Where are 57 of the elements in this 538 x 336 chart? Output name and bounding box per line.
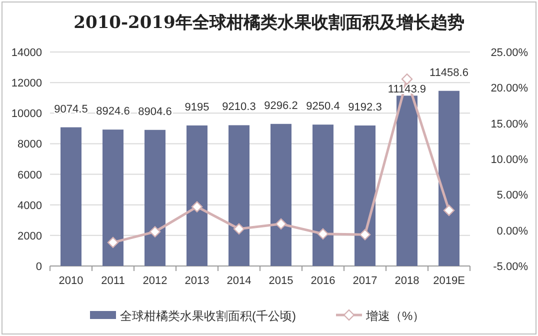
bar — [312, 124, 334, 266]
y-tick-label: 8000 — [18, 138, 42, 151]
x-tick-label: 2011 — [101, 275, 125, 287]
point — [275, 218, 287, 230]
y2-tick-label: 10.00% — [490, 154, 528, 166]
bar — [102, 130, 124, 266]
bar — [186, 125, 208, 266]
y2-tick-label: 25.00% — [490, 47, 528, 59]
x-tick-label: 2012 — [142, 275, 168, 287]
data-label: 9250.4 — [306, 100, 340, 113]
data-label: 11458.6 — [430, 66, 468, 79]
chart-title: 2010-2019年全球柑橘类水果收割面积及增长趋势 — [74, 13, 464, 33]
y2-tick-label: 0.00% — [496, 225, 528, 238]
y2-tick-label: -5.00% — [493, 261, 528, 273]
legend-label: 增速（%） — [365, 309, 425, 323]
y-tick-label: 12000 — [11, 78, 42, 90]
y-tick-label: 4000 — [18, 200, 42, 212]
y-tick-label: 0 — [36, 261, 42, 273]
legend-label: 全球柑橘类水果收割面积(千公顷) — [120, 309, 296, 323]
x-tick-label: 2019E — [433, 275, 465, 287]
point — [149, 226, 161, 238]
point — [359, 229, 371, 240]
y-tick-label: 10000 — [11, 108, 42, 120]
bar — [144, 130, 166, 266]
bar — [354, 125, 376, 266]
y2-tick-label: 5.00% — [496, 190, 528, 202]
point — [107, 236, 119, 248]
bar — [396, 96, 418, 266]
y-tick-label: 14000 — [11, 47, 42, 59]
point — [191, 201, 203, 212]
data-label: 9210.3 — [222, 101, 256, 114]
data-label: 9192.3 — [348, 101, 382, 114]
x-tick-label: 2016 — [310, 275, 336, 287]
point — [233, 223, 245, 235]
x-tick-label: 2018 — [394, 275, 420, 287]
bar — [60, 127, 82, 266]
point — [317, 228, 329, 240]
y2-tick-label: 20.00% — [490, 82, 528, 95]
point — [401, 74, 413, 85]
x-tick-label: 2014 — [226, 275, 252, 287]
data-label: 9296.2 — [264, 100, 298, 112]
data-label: 8904.6 — [138, 106, 172, 118]
data-label: 11143.9 — [388, 84, 426, 96]
data-label: 8924.6 — [96, 106, 130, 118]
x-tick-label: 2010 — [58, 275, 84, 287]
x-tick-label: 2013 — [184, 275, 210, 287]
point — [443, 204, 455, 216]
y2-tick-label: 15.00% — [490, 118, 528, 130]
x-tick-label: 2015 — [268, 275, 294, 287]
data-label: 9074.5 — [54, 103, 88, 116]
x-tick-label: 2017 — [352, 275, 378, 287]
bar — [438, 90, 460, 266]
bar — [228, 125, 250, 266]
bar — [270, 124, 292, 266]
data-label: 9195 — [184, 101, 210, 114]
y-tick-label: 6000 — [18, 169, 42, 182]
y-tick-label: 2000 — [18, 230, 42, 242]
